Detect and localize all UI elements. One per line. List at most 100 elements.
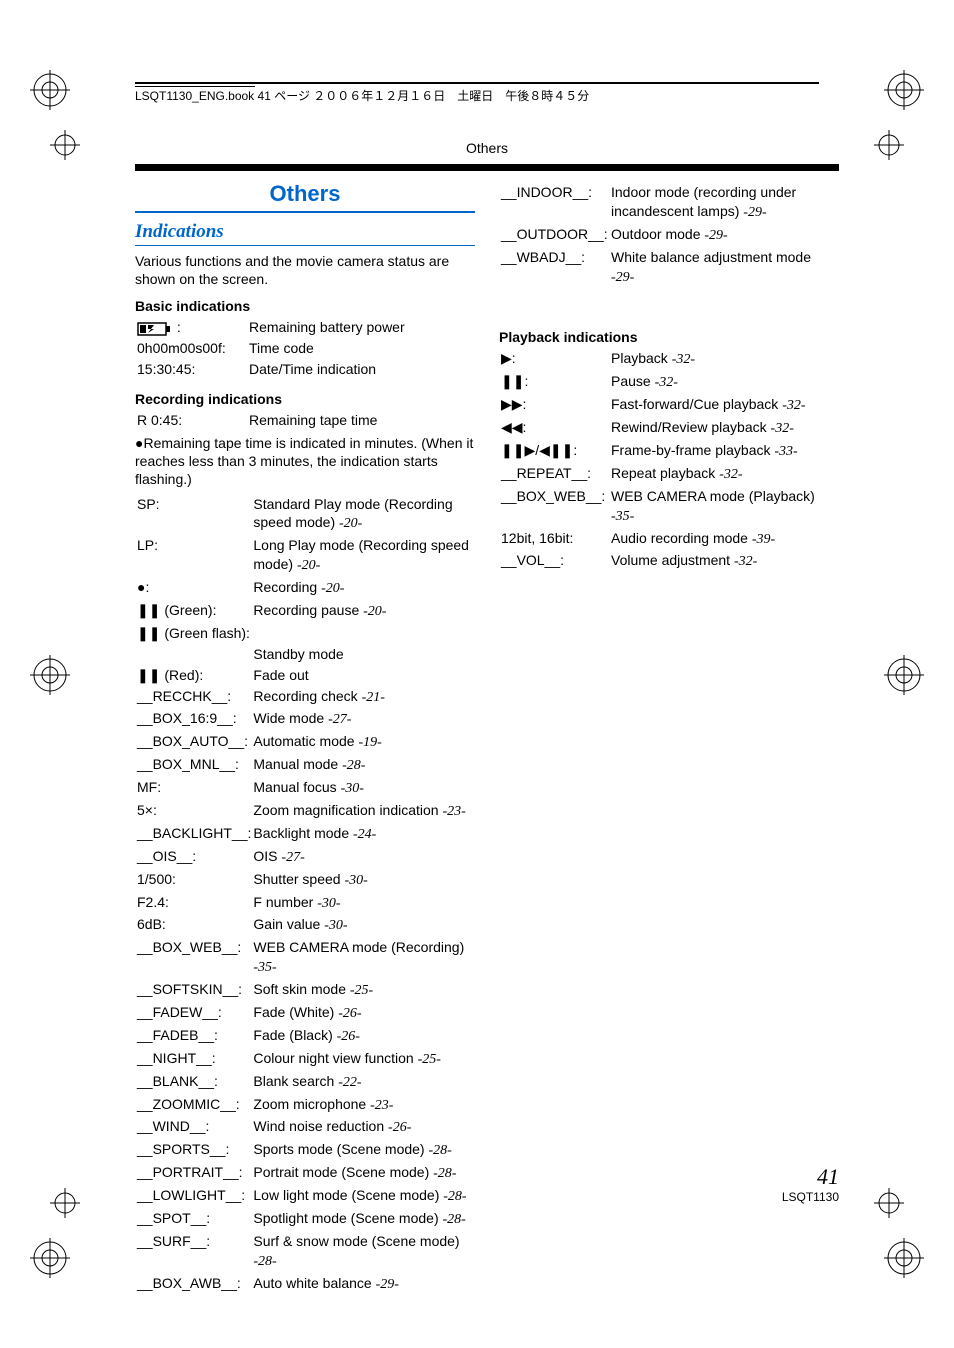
- recording-heading: Recording indications: [135, 391, 475, 407]
- playback-indications-table: ▶:Playback -32-❚❚:Pause -32-▶▶:Fast-forw…: [499, 347, 839, 574]
- indicator-symbol: LP:: [137, 536, 251, 576]
- indicator-description: Indoor mode (recording under incandescen…: [611, 183, 837, 223]
- table-row: MF:Manual focus -30-: [137, 778, 473, 799]
- indicator-description: Frame-by-frame playback -33-: [611, 441, 837, 462]
- table-row: __BOX_WEB__:WEB CAMERA mode (Playback) -…: [501, 487, 837, 527]
- subsection-title: Indications: [135, 221, 475, 246]
- indicator-symbol: SP:: [137, 495, 251, 535]
- indicator-symbol: 6dB:: [137, 915, 251, 936]
- table-row: __RECCHK__:Recording check -21-: [137, 687, 473, 708]
- page-title: Others: [135, 181, 475, 213]
- table-row: __BACKLIGHT__:Backlight mode -24-: [137, 824, 473, 845]
- indicator-symbol: __BOX_MNL__:: [137, 755, 251, 776]
- indicator-description: Wide mode -27-: [253, 709, 473, 730]
- indicator-description: Playback -32-: [611, 349, 837, 370]
- table-row: __INDOOR__:Indoor mode (recording under …: [501, 183, 837, 223]
- table-row: 12bit, 16bit:Audio recording mode -39-: [501, 529, 837, 550]
- table-row: LP:Long Play mode (Recording speed mode)…: [137, 536, 473, 576]
- indicator-symbol: __SPORTS__:: [137, 1140, 251, 1161]
- indicator-symbol: __BOX_AWB__:: [137, 1274, 251, 1295]
- indicator-description: Standard Play mode (Recording speed mode…: [253, 495, 473, 535]
- indicator-description: Standby mode: [253, 645, 473, 664]
- indicator-description: Auto white balance -29-: [253, 1274, 473, 1295]
- indicator-symbol: ▶▶:: [501, 395, 609, 416]
- indicator-symbol: __OIS__:: [137, 847, 251, 868]
- indicator-symbol: ●:: [137, 578, 251, 599]
- indicator-description: Fast-forward/Cue playback -32-: [611, 395, 837, 416]
- indicator-symbol: :: [137, 318, 247, 337]
- indicator-description: Audio recording mode -39-: [611, 529, 837, 550]
- playback-heading: Playback indications: [499, 329, 839, 345]
- table-row: ❚❚ (Green):Recording pause -20-: [137, 601, 473, 622]
- table-row: ▶:Playback -32-: [501, 349, 837, 370]
- table-row: __PORTRAIT__:Portrait mode (Scene mode) …: [137, 1163, 473, 1184]
- table-row: __SOFTSKIN__:Soft skin mode -25-: [137, 980, 473, 1001]
- indicator-symbol: 0h00m00s00f:: [137, 339, 247, 358]
- indicator-symbol: ❚❚ (Green):: [137, 601, 251, 622]
- table-row: __FADEB__:Fade (Black) -26-: [137, 1026, 473, 1047]
- indicator-symbol: ❚❚▶/◀❚❚:: [501, 441, 609, 462]
- indicator-description: Repeat playback -32-: [611, 464, 837, 485]
- basic-heading: Basic indications: [135, 298, 475, 314]
- indicator-symbol: __PORTRAIT__:: [137, 1163, 251, 1184]
- indicator-description: Fade out: [253, 666, 473, 685]
- indicator-description: Outdoor mode -29-: [611, 225, 837, 246]
- indicator-symbol: __SURF__:: [137, 1232, 251, 1272]
- table-row: ❚❚ (Green flash):: [137, 624, 473, 643]
- indicator-symbol: __BOX_WEB__:: [501, 487, 609, 527]
- indicator-description: Pause -32-: [611, 372, 837, 393]
- indicator-description: Zoom magnification indication -23-: [253, 801, 473, 822]
- intro-text: Various functions and the movie camera s…: [135, 252, 475, 288]
- indicator-symbol: __BOX_WEB__:: [137, 938, 251, 978]
- indicator-description: Rewind/Review playback -32-: [611, 418, 837, 439]
- indicator-symbol: [137, 645, 251, 664]
- indicator-symbol: __VOL__:: [501, 551, 609, 572]
- indicator-symbol: __ZOOMMIC__:: [137, 1095, 251, 1116]
- table-row: SP:Standard Play mode (Recording speed m…: [137, 495, 473, 535]
- table-row: 1/500:Shutter speed -30-: [137, 870, 473, 891]
- indicator-description: Time code: [249, 339, 473, 358]
- indicator-description: Volume adjustment -32-: [611, 551, 837, 572]
- indicator-description: Gain value -30-: [253, 915, 473, 936]
- indicator-description: F number -30-: [253, 893, 473, 914]
- table-row: __ZOOMMIC__:Zoom microphone -23-: [137, 1095, 473, 1116]
- indicator-description: Spotlight mode (Scene mode) -28-: [253, 1209, 473, 1230]
- indicator-symbol: __BLANK__:: [137, 1072, 251, 1093]
- recording-first-row: R 0:45:Remaining tape time: [135, 409, 475, 432]
- table-row: 15:30:45:Date/Time indication: [137, 360, 473, 379]
- indicator-description: Low light mode (Scene mode) -28-: [253, 1186, 473, 1207]
- table-row: 6dB:Gain value -30-: [137, 915, 473, 936]
- indicator-symbol: __BACKLIGHT__:: [137, 824, 251, 845]
- indicator-symbol: __SOFTSKIN__:: [137, 980, 251, 1001]
- indicator-symbol: F2.4:: [137, 893, 251, 914]
- crop-mark-icon: [30, 655, 70, 695]
- indicator-description: Manual focus -30-: [253, 778, 473, 799]
- indicator-description: Fade (White) -26-: [253, 1003, 473, 1024]
- table-row: ❚❚▶/◀❚❚:Frame-by-frame playback -33-: [501, 441, 837, 462]
- table-row: __LOWLIGHT__:Low light mode (Scene mode)…: [137, 1186, 473, 1207]
- indicator-description: OIS -27-: [253, 847, 473, 868]
- indicator-description: Long Play mode (Recording speed mode) -2…: [253, 536, 473, 576]
- table-row: __SPOT__:Spotlight mode (Scene mode) -28…: [137, 1209, 473, 1230]
- crop-mark-icon: [884, 655, 924, 695]
- table-row: __SURF__:Surf & snow mode (Scene mode) -…: [137, 1232, 473, 1272]
- table-row: ▶▶:Fast-forward/Cue playback -32-: [501, 395, 837, 416]
- indicator-description: [253, 624, 473, 643]
- table-row: __BOX_AWB__:Auto white balance -29-: [137, 1274, 473, 1295]
- indicator-symbol: ❚❚ (Red):: [137, 666, 251, 685]
- table-row: __BOX_WEB__:WEB CAMERA mode (Recording) …: [137, 938, 473, 978]
- indicator-symbol: 1/500:: [137, 870, 251, 891]
- recording-note: ●Remaining tape time is indicated in min…: [135, 434, 475, 489]
- recording-indications-right: __INDOOR__:Indoor mode (recording under …: [499, 181, 839, 289]
- table-row: __WIND__:Wind noise reduction -26-: [137, 1117, 473, 1138]
- indicator-description: Soft skin mode -25-: [253, 980, 473, 1001]
- table-row: ●:Recording -20-: [137, 578, 473, 599]
- section-label: Others: [135, 140, 839, 156]
- indicator-symbol: __BOX_AUTO__:: [137, 732, 251, 753]
- table-row: ❚❚ (Red):Fade out: [137, 666, 473, 685]
- divider: [135, 164, 839, 171]
- indicator-description: Backlight mode -24-: [253, 824, 473, 845]
- indicator-description: Shutter speed -30-: [253, 870, 473, 891]
- table-row: 5×:Zoom magnification indication -23-: [137, 801, 473, 822]
- table-row: __VOL__:Volume adjustment -32-: [501, 551, 837, 572]
